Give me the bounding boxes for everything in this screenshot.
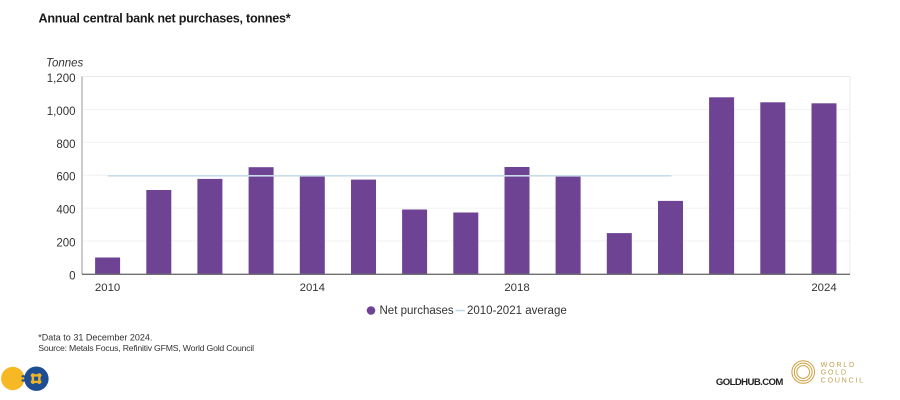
svg-text:Net purchases: Net purchases [380, 305, 454, 317]
svg-text:Annual central bank net purcha: Annual central bank net purchases, tonne… [39, 12, 291, 26]
svg-text:2018: 2018 [504, 282, 529, 294]
svg-text:2014: 2014 [300, 282, 325, 294]
svg-text:Tonnes: Tonnes [46, 58, 84, 70]
svg-text:GOLDHUB.COM: GOLDHUB.COM [716, 377, 784, 388]
svg-text:0: 0 [69, 270, 75, 282]
svg-text:200: 200 [56, 238, 75, 250]
svg-text:COUNCIL: COUNCIL [821, 375, 865, 384]
svg-text:600: 600 [56, 172, 75, 184]
svg-text:*Data to 31 December 2024.: *Data to 31 December 2024. [38, 333, 152, 343]
svg-text:1,200: 1,200 [47, 73, 76, 85]
svg-text:1,000: 1,000 [47, 106, 76, 118]
svg-text:2024: 2024 [811, 282, 836, 294]
svg-text:2010: 2010 [95, 282, 120, 294]
svg-text:WORLD: WORLD [821, 360, 856, 369]
svg-text:400: 400 [56, 205, 75, 217]
svg-text:2010-2021 average: 2010-2021 average [467, 305, 567, 317]
svg-text:Source: Metals Focus, Refiniti: Source: Metals Focus, Refinitiv GFMS, Wo… [38, 343, 254, 353]
svg-text:GOLD: GOLD [821, 368, 848, 377]
svg-text:800: 800 [56, 139, 75, 151]
